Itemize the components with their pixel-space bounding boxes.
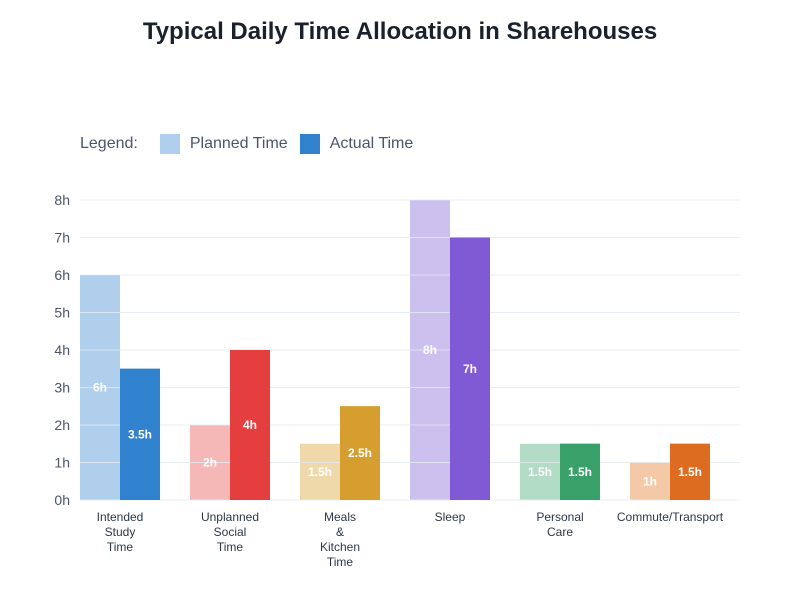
data-label: 1.5h (308, 465, 332, 479)
x-tick-label: Commute/Transport (617, 510, 724, 524)
x-tick-label: Time (217, 540, 244, 554)
x-tick-label: Study (105, 525, 136, 539)
bar-planned (300, 443, 340, 500)
data-label: 2h (203, 456, 217, 470)
y-tick-label: 1h (54, 455, 70, 471)
data-label: 4h (243, 418, 257, 432)
bar-actual-top (230, 350, 270, 500)
y-tick-label: 2h (54, 417, 70, 433)
data-label: 1.5h (528, 465, 552, 479)
y-tick-label: 4h (54, 342, 70, 358)
y-tick-label: 7h (54, 230, 70, 246)
bar-actual-top (120, 368, 160, 500)
legend-swatch-actual (299, 134, 320, 154)
legend: Legend: Planned Time Actual Time (80, 134, 413, 154)
data-label: 2.5h (348, 446, 372, 460)
y-tick-label: 8h (54, 192, 70, 208)
legend-swatch-planned (159, 134, 180, 154)
x-tick-label: Time (107, 540, 134, 554)
data-label: 7h (463, 362, 477, 376)
x-tick-label: Kitchen (320, 540, 360, 554)
y-tick-label: 6h (54, 267, 70, 283)
x-tick-label: Unplanned (201, 510, 259, 524)
data-label: 1.5h (678, 465, 702, 479)
y-tick-label: 3h (54, 380, 70, 396)
x-tick-label: Care (547, 525, 573, 539)
x-tick-label: Meals (324, 510, 356, 524)
bar-actual-top (340, 406, 380, 500)
y-tick-label: 5h (54, 305, 70, 321)
x-tick-label: Intended (97, 510, 144, 524)
y-tick-label: 0h (54, 492, 70, 508)
x-tick-label: & (336, 525, 344, 539)
legend-entry-planned: Planned Time (189, 135, 288, 152)
bar-planned (520, 443, 560, 500)
data-label: 1h (643, 474, 657, 488)
x-tick-label: Sleep (435, 510, 466, 524)
x-tick-label: Personal (536, 510, 583, 524)
legend-label: Legend: (80, 135, 138, 152)
bar-actual-top (670, 443, 710, 500)
data-label: 6h (93, 381, 107, 395)
bar-actual-top (560, 443, 600, 500)
bar-actual-top (450, 237, 490, 500)
legend-entry-actual: Actual Time (329, 135, 414, 152)
data-label: 8h (423, 343, 437, 357)
x-tick-label: Time (327, 555, 354, 569)
data-label: 3.5h (128, 427, 152, 441)
bar-planned (630, 462, 670, 500)
data-label: 1.5h (568, 465, 592, 479)
chart-title: Typical Daily Time Allocation in Shareho… (142, 18, 658, 45)
x-tick-label: Social (214, 525, 247, 539)
